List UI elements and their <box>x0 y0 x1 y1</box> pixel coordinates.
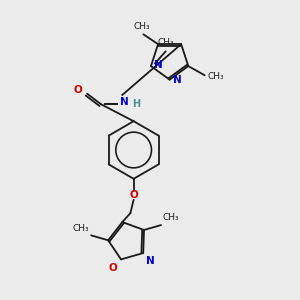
Text: O: O <box>129 190 138 200</box>
Text: O: O <box>74 85 82 95</box>
Text: N: N <box>173 75 182 85</box>
Text: CH₃: CH₃ <box>208 72 225 81</box>
Text: N: N <box>146 256 154 266</box>
Text: CH₃: CH₃ <box>163 213 179 222</box>
Text: CH₃: CH₃ <box>134 22 150 31</box>
Text: H: H <box>132 99 140 109</box>
Text: N: N <box>154 60 162 70</box>
Text: O: O <box>108 263 117 273</box>
Text: CH₃: CH₃ <box>73 224 89 233</box>
Text: N: N <box>120 97 129 106</box>
Text: CH₃: CH₃ <box>158 38 174 47</box>
